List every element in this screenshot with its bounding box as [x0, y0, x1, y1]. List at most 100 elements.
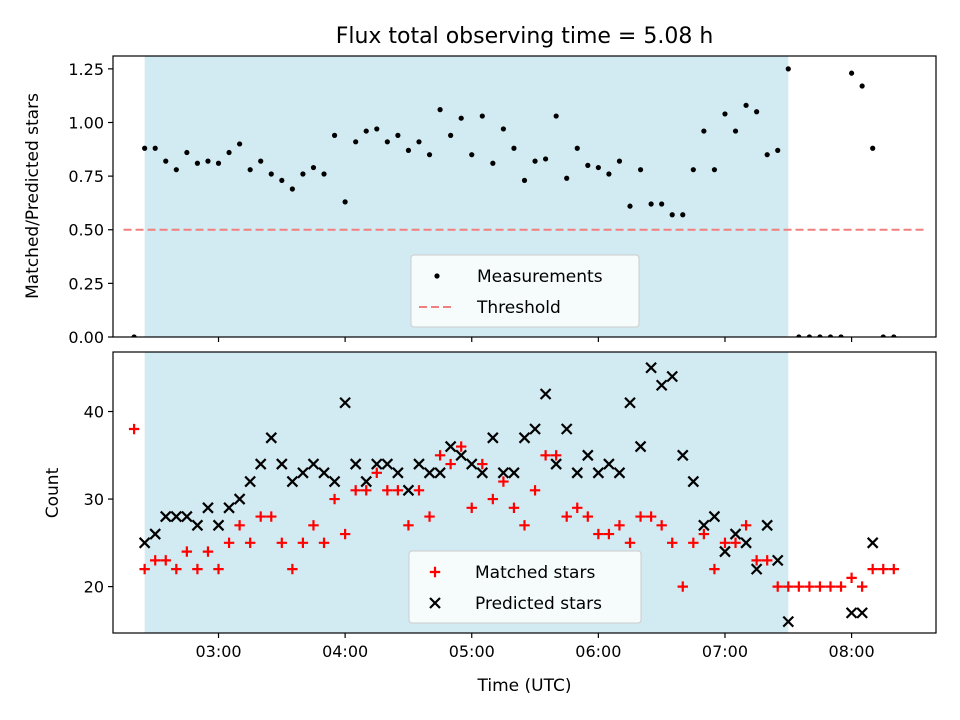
- measurements-point: [585, 162, 591, 168]
- predicted-stars-point: [687, 475, 700, 488]
- matched-stars-point: [160, 555, 171, 566]
- matched-stars-point: [550, 450, 562, 461]
- matched-stars-point: [667, 537, 678, 549]
- measurements-point: [374, 126, 380, 132]
- measurements-point: [300, 171, 306, 177]
- matched-stars-point: [730, 537, 741, 549]
- measurements-point: [648, 201, 654, 207]
- measurements-point: [827, 334, 834, 337]
- bottom-y-tick-label: 20: [84, 578, 104, 597]
- measurements-point: [595, 164, 601, 171]
- measurements-point: [194, 160, 201, 166]
- matched-stars-point: [128, 423, 140, 435]
- top-y-tick-label: 0.50: [68, 221, 104, 240]
- matched-stars-point: [582, 511, 594, 522]
- matched-stars-point: [234, 520, 245, 531]
- matched-stars-point: [181, 546, 193, 557]
- predicted-stars-point: [782, 615, 795, 628]
- predicted-stars-point: [339, 396, 351, 409]
- predicted-stars-point: [286, 475, 299, 488]
- matched-stars-legend-swatch: [429, 566, 441, 578]
- predicted-stars-point: [223, 502, 235, 514]
- matched-stars-point: [751, 555, 762, 566]
- matched-stars-point: [213, 563, 224, 575]
- matched-stars-point: [614, 520, 625, 531]
- matched-stars-point: [740, 520, 752, 531]
- predicted-stars-point: [518, 432, 531, 444]
- predicted-stars-point: [392, 467, 404, 479]
- measurements-point: [437, 107, 443, 113]
- matched-stars-point: [445, 458, 456, 470]
- matched-stars-point: [318, 537, 330, 549]
- predicted-stars-point: [508, 467, 520, 479]
- measurements-point: [247, 167, 253, 173]
- matched-stars-point: [202, 546, 214, 557]
- matched-stars-point: [814, 581, 826, 592]
- measurements-point: [205, 158, 211, 164]
- measurements-point: [743, 102, 749, 108]
- top-data: [123, 66, 926, 337]
- predicted-stars-point: [624, 396, 636, 409]
- predicted-stars-point: [708, 510, 721, 523]
- measurements-point: [732, 128, 739, 134]
- measurements-point: [564, 175, 570, 181]
- measurements-point: [616, 158, 623, 164]
- measurements-point: [363, 128, 369, 134]
- predicted-stars-point: [698, 519, 710, 532]
- measurements-legend-label: Measurements: [477, 267, 603, 287]
- predicted-stars-point: [571, 467, 584, 479]
- top-y-tick-label: 0.00: [68, 328, 104, 347]
- top-y-tick-label: 0.25: [68, 274, 104, 293]
- x-tick-label: 03:00: [195, 642, 241, 661]
- predicted-stars-point: [170, 510, 183, 523]
- measurements-point: [775, 147, 781, 153]
- measurements-point: [416, 139, 422, 145]
- predicted-stars-point: [465, 458, 478, 470]
- measurements-point: [173, 167, 179, 173]
- matched-stars-point: [688, 537, 699, 549]
- measurements-point: [184, 149, 190, 156]
- matched-stars-point: [624, 537, 636, 549]
- matched-stars-point: [709, 563, 720, 575]
- matched-stars-point: [413, 485, 425, 496]
- measurements-point: [258, 158, 264, 164]
- matched-stars-point: [287, 563, 298, 575]
- predicted-stars-point: [645, 361, 657, 374]
- predicted-stars-point: [149, 528, 161, 540]
- matched-stars-point: [297, 537, 309, 549]
- top-y-tick-label: 1.00: [68, 113, 104, 132]
- matched-stars-point: [392, 485, 404, 496]
- x-axis-label: Time (UTC): [477, 676, 572, 696]
- matched-stars-point: [645, 511, 657, 522]
- measurements-point: [553, 113, 559, 119]
- predicted-stars-point: [276, 458, 288, 470]
- predicted-stars-point: [254, 458, 267, 470]
- measurements-point: [479, 113, 485, 119]
- matched-stars-point: [276, 537, 288, 549]
- top-y-tick-label: 0.75: [68, 167, 104, 186]
- matched-stars-point: [339, 528, 351, 540]
- matched-stars-point: [793, 581, 805, 592]
- matched-stars-point: [867, 563, 878, 575]
- x-tick-label: 07:00: [702, 642, 748, 661]
- measurements-point: [606, 171, 612, 177]
- measurements-point: [342, 199, 348, 205]
- matched-stars-point: [244, 537, 256, 549]
- matched-stars-point: [635, 511, 646, 522]
- bottom-y-tick-label: 30: [84, 490, 104, 509]
- measurements-point: [838, 334, 844, 337]
- matched-stars-point: [192, 563, 203, 575]
- predicted-stars-point: [244, 475, 256, 488]
- predicted-stars-point: [181, 510, 193, 523]
- predicted-stars-point: [381, 458, 394, 470]
- predicted-stars-point: [761, 519, 773, 532]
- matched-stars-point: [825, 581, 836, 592]
- top-panel: Matched/Predicted stars 0.00 0.25 0.50 0.75…: [23, 55, 937, 347]
- measurements-point: [817, 334, 823, 337]
- matched-stars-point: [477, 458, 488, 470]
- measurements-point: [690, 167, 696, 173]
- x-tick-label: 08:00: [829, 642, 875, 661]
- predicted-stars-point: [729, 528, 742, 540]
- predicted-stars-point: [655, 379, 668, 392]
